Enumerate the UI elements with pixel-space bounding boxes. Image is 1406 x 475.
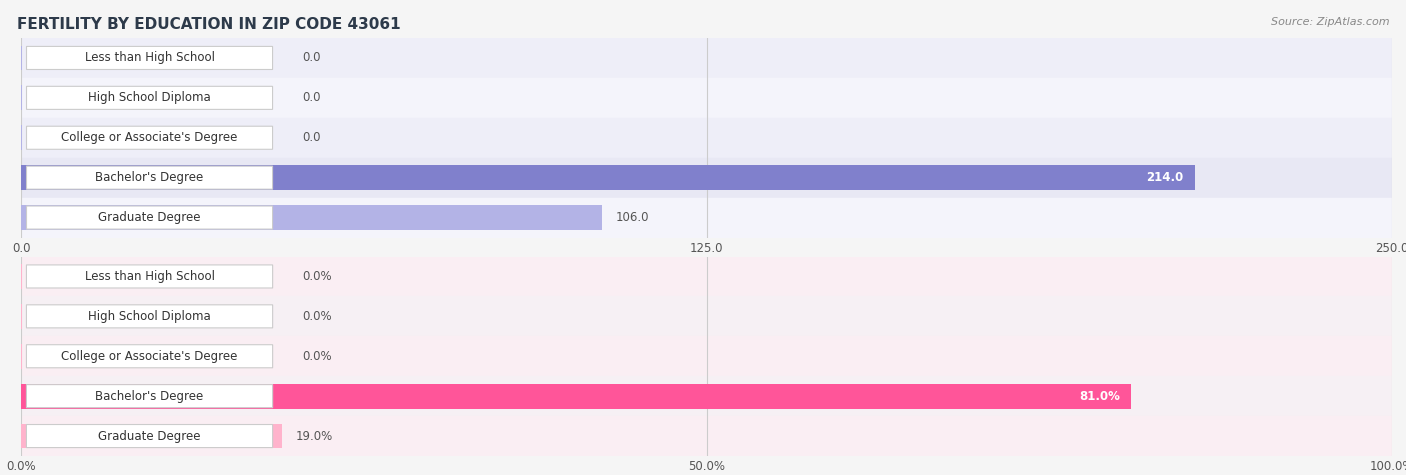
FancyBboxPatch shape	[27, 345, 273, 368]
FancyBboxPatch shape	[27, 265, 273, 288]
Bar	[21, 118, 1392, 158]
FancyBboxPatch shape	[27, 126, 273, 149]
Bar	[21, 296, 1392, 336]
FancyBboxPatch shape	[27, 166, 273, 189]
FancyBboxPatch shape	[27, 385, 273, 408]
Bar	[21, 336, 1392, 376]
Text: 0.0%: 0.0%	[302, 310, 332, 323]
Text: 81.0%: 81.0%	[1080, 390, 1121, 403]
Text: Graduate Degree: Graduate Degree	[98, 429, 201, 443]
Text: 0.0: 0.0	[302, 131, 321, 144]
Text: Less than High School: Less than High School	[84, 270, 215, 283]
Bar	[21, 198, 1392, 238]
Text: College or Associate's Degree: College or Associate's Degree	[62, 350, 238, 363]
FancyBboxPatch shape	[27, 305, 273, 328]
Bar	[21, 424, 281, 448]
Text: 214.0: 214.0	[1146, 171, 1184, 184]
Text: 19.0%: 19.0%	[295, 429, 332, 443]
Bar	[21, 376, 1392, 416]
Bar	[21, 78, 1392, 118]
Text: College or Associate's Degree: College or Associate's Degree	[62, 131, 238, 144]
Text: 0.0: 0.0	[302, 51, 321, 65]
Bar	[21, 384, 1132, 408]
Text: 0.0%: 0.0%	[302, 270, 332, 283]
Bar	[21, 38, 1392, 78]
Text: 106.0: 106.0	[616, 211, 650, 224]
Text: Bachelor's Degree: Bachelor's Degree	[96, 171, 204, 184]
Text: FERTILITY BY EDUCATION IN ZIP CODE 43061: FERTILITY BY EDUCATION IN ZIP CODE 43061	[17, 17, 401, 32]
FancyBboxPatch shape	[27, 86, 273, 109]
Bar	[21, 158, 1392, 198]
FancyBboxPatch shape	[27, 47, 273, 69]
Bar	[21, 416, 1392, 456]
FancyBboxPatch shape	[27, 206, 273, 229]
Bar	[21, 205, 602, 230]
Text: Bachelor's Degree: Bachelor's Degree	[96, 390, 204, 403]
Bar	[21, 165, 1195, 190]
Bar	[21, 256, 1392, 296]
FancyBboxPatch shape	[27, 425, 273, 447]
Text: Less than High School: Less than High School	[84, 51, 215, 65]
Text: High School Diploma: High School Diploma	[89, 310, 211, 323]
Text: Graduate Degree: Graduate Degree	[98, 211, 201, 224]
Text: High School Diploma: High School Diploma	[89, 91, 211, 104]
Text: 0.0%: 0.0%	[302, 350, 332, 363]
Text: Source: ZipAtlas.com: Source: ZipAtlas.com	[1271, 17, 1389, 27]
Text: 0.0: 0.0	[302, 91, 321, 104]
